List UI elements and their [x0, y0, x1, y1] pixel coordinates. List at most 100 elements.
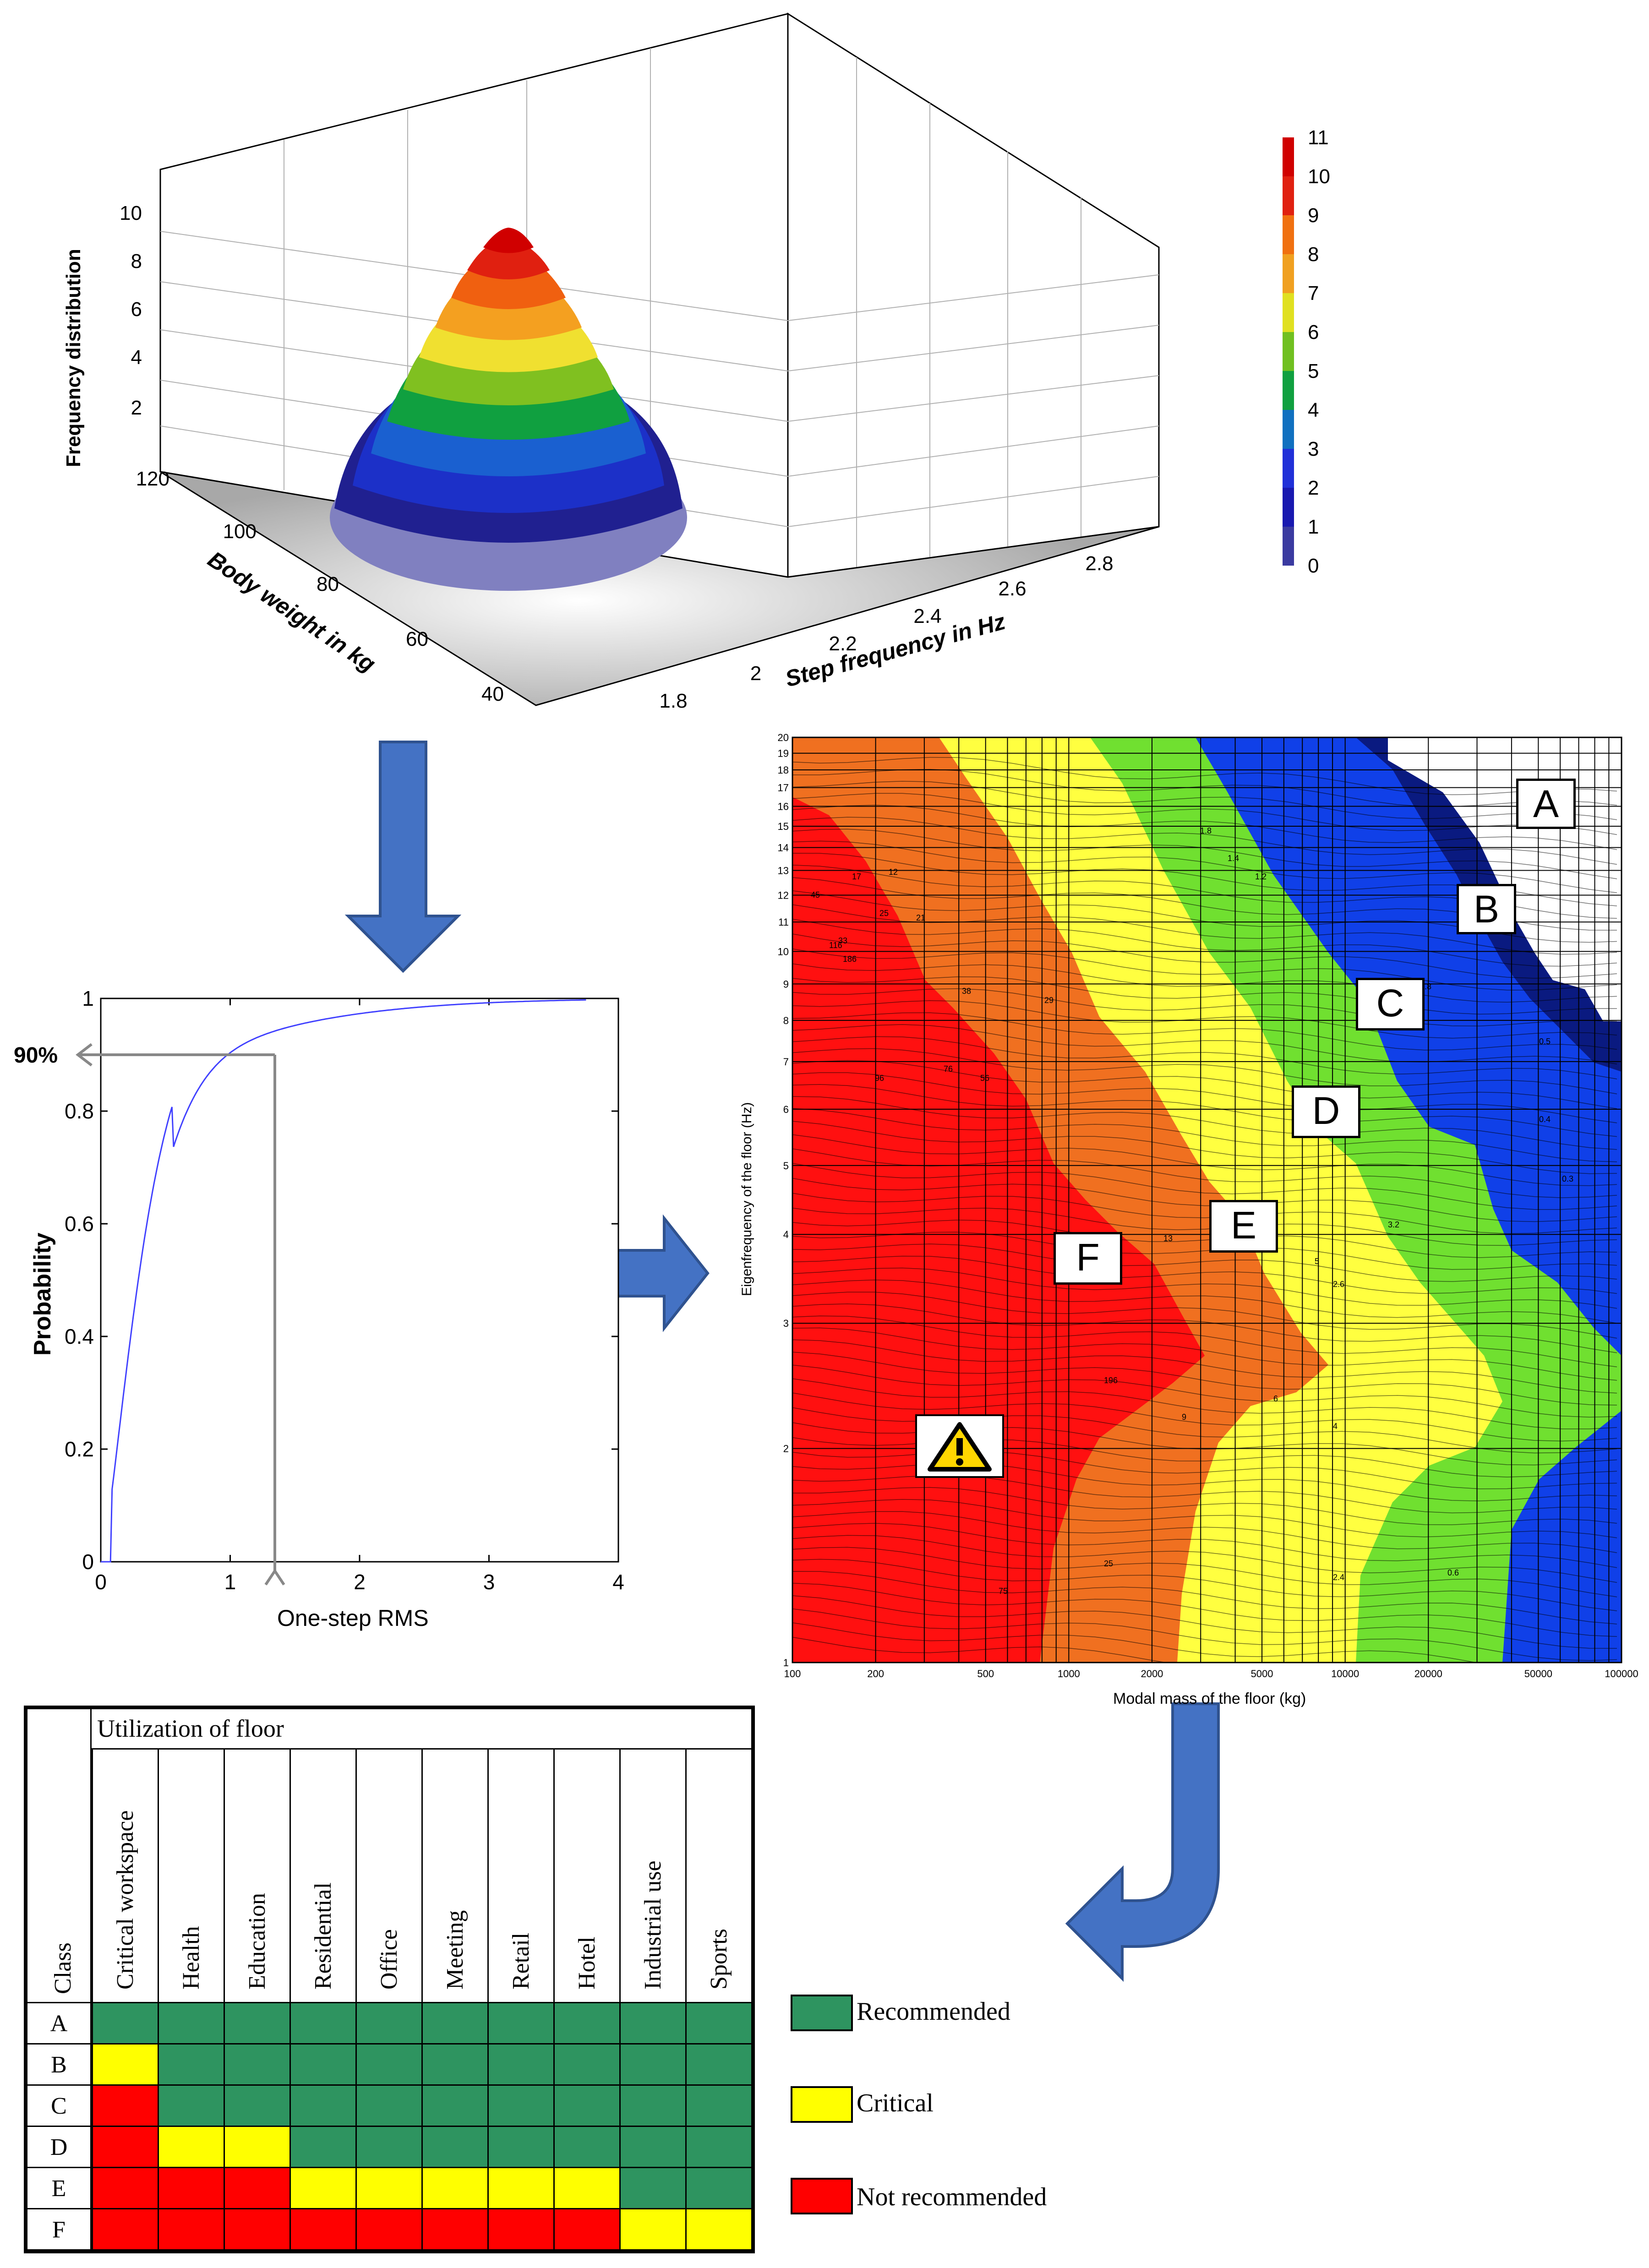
contour-value-label: 5	[1315, 1257, 1319, 1266]
legend-label-recommended: Recommended	[857, 1997, 1010, 2026]
contour-value-label: 56	[980, 1074, 989, 1083]
table-cell	[355, 2044, 421, 2086]
colorbar-band	[1283, 215, 1294, 254]
table-cell	[92, 2127, 158, 2168]
column-header-label: Sports	[706, 1929, 732, 1990]
table-cell	[224, 2003, 289, 2044]
colorbar-band	[1283, 527, 1294, 566]
contour-x-tick: 5000	[1251, 1668, 1273, 1679]
cdf-y-tick: 0.6	[65, 1212, 94, 1236]
cdf-chart: 0 0.2 0.4 0.6 0.8 1 0 1 2 3 4 90% Probability One-…	[14, 987, 624, 1631]
x-tick: 2.8	[1085, 552, 1113, 575]
table-cell	[421, 2127, 487, 2168]
contour-y-tick: 5	[783, 1160, 789, 1172]
contour-value-label: 25	[1104, 1559, 1113, 1568]
contour-x-tick: 100000	[1605, 1668, 1638, 1679]
y-tick: 100	[223, 520, 257, 543]
table-cell	[355, 2127, 421, 2168]
cdf-y-tick: 0	[82, 1550, 94, 1574]
table-cell	[355, 2168, 421, 2209]
colorbar-tick: 9	[1308, 204, 1319, 227]
table-cell	[158, 2168, 224, 2209]
colorbar-tick: 11	[1308, 126, 1329, 149]
colorbar-tick: 1	[1308, 516, 1319, 538]
zone-label-c: C	[1356, 978, 1425, 1030]
row-class-d: D	[27, 2127, 92, 2168]
contour-y-tick: 2	[783, 1443, 789, 1455]
table-cell	[685, 2168, 751, 2209]
table-cell	[685, 2003, 751, 2044]
contour-value-label: 12	[889, 867, 898, 877]
contour-y-tick: 7	[783, 1056, 789, 1068]
table-cell	[619, 2209, 685, 2251]
table-cell	[289, 2127, 355, 2168]
table-cell	[487, 2003, 553, 2044]
back-wall-right	[787, 12, 1160, 578]
table-cell	[289, 2209, 355, 2251]
contour-value-label: 0.5	[1539, 1037, 1551, 1046]
contour-y-tick: 10	[778, 946, 789, 957]
x-tick: 2.6	[998, 578, 1026, 600]
contour-x-tick: 500	[977, 1668, 994, 1679]
cdf-xlabel: One-step RMS	[277, 1605, 429, 1631]
contour-value-label: 3.2	[1388, 1220, 1399, 1229]
y-tick: 120	[136, 468, 169, 490]
colorbar-band	[1283, 488, 1294, 527]
column-header-office	[355, 1750, 421, 2003]
table-cell	[92, 2168, 158, 2209]
arrow-down-1	[344, 741, 462, 973]
contour-x-tick: 1000	[1058, 1668, 1080, 1679]
y-tick: 60	[406, 628, 428, 650]
zone-label-b: B	[1457, 884, 1516, 934]
contour-plot-border	[792, 736, 1622, 1663]
contour-y-tick: 18	[778, 764, 789, 776]
zone-label-d: D	[1292, 1085, 1360, 1138]
colorbar-tick: 6	[1308, 321, 1319, 343]
colorbar-tick: 7	[1308, 282, 1319, 305]
contour-value-label: 21	[916, 913, 925, 922]
legend-label-critical: Critical	[857, 2089, 934, 2117]
cdf-y-tick: 0.4	[65, 1325, 94, 1348]
cdf-y-tick: 0.2	[65, 1437, 94, 1461]
zone-label-e: E	[1209, 1200, 1278, 1253]
contour-y-tick: 13	[778, 865, 789, 876]
cdf-x-tick: 2	[354, 1570, 366, 1594]
legend-swatch-not-recommended	[791, 2178, 853, 2214]
table-cell	[487, 2044, 553, 2086]
table-cell	[421, 2086, 487, 2127]
contour-value-label: 25	[879, 909, 889, 918]
x-tick: 2	[750, 662, 761, 685]
table-cell	[158, 2127, 224, 2168]
contour-value-label: 0.6	[1447, 1568, 1459, 1577]
contour-value-label: 116	[829, 941, 842, 950]
contour-y-tick: 6	[783, 1104, 789, 1115]
table-cell	[487, 2168, 553, 2209]
arrow-curved	[1065, 1702, 1220, 1982]
column-header-meeting	[421, 1750, 487, 2003]
colorbar-tick: 4	[1308, 399, 1319, 421]
cdf-x-tick: 1	[224, 1570, 236, 1594]
y-tick: 40	[481, 683, 504, 705]
table-cell	[421, 2044, 487, 2086]
contour-value-label: 96	[875, 1074, 884, 1083]
surface-bands	[330, 228, 687, 591]
column-header-education	[224, 1750, 289, 2003]
column-header-label: Health	[178, 1926, 204, 1990]
colorbar-band	[1283, 410, 1294, 449]
contour-value-label: 13	[1163, 1234, 1173, 1243]
contour-y-tick: 9	[783, 978, 789, 990]
table-cell	[685, 2086, 751, 2127]
contour-y-tick: 11	[778, 916, 789, 928]
table-cell	[553, 2127, 619, 2168]
z-tick: 10	[120, 202, 142, 224]
cdf-x-tick: 4	[612, 1570, 624, 1594]
table-cell	[158, 2209, 224, 2251]
legend-swatch-recommended	[791, 1995, 853, 2031]
x-tick: 2.4	[913, 605, 941, 627]
x-tick: 1.8	[659, 690, 687, 712]
cdf-curve	[101, 999, 586, 1563]
z-tick: 4	[131, 346, 142, 369]
table-cell	[92, 2209, 158, 2251]
colorbar: 0 1 2 3 4 5 6 7 8 9 10 11	[1283, 126, 1330, 577]
table-cell	[421, 2168, 487, 2209]
